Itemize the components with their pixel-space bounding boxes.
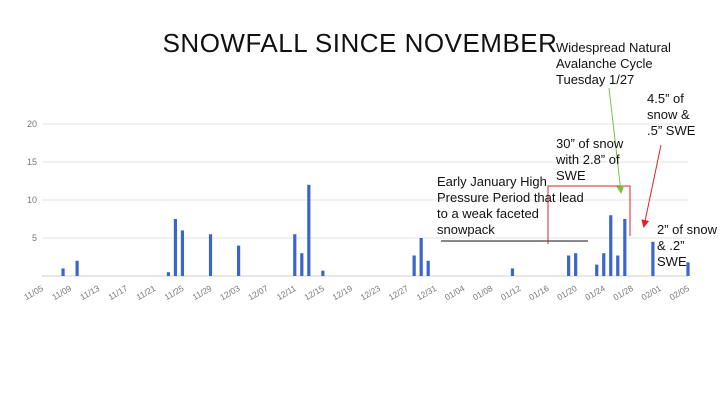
annotation-30-inches: 30” of snow with 2.8” of SWE (556, 136, 624, 183)
bar (686, 262, 690, 276)
x-tick-label: 11/21 (134, 283, 157, 302)
y-tick-label: 15 (27, 157, 37, 167)
x-tick-label: 01/20 (555, 283, 579, 302)
grid-lines (42, 123, 688, 277)
bar (595, 264, 599, 276)
bar (574, 253, 578, 276)
x-tick-label: 01/24 (583, 283, 607, 302)
bar (208, 234, 213, 276)
x-tick-label: 11/13 (78, 283, 101, 302)
bar (623, 219, 627, 276)
x-tick-label: 01/08 (471, 283, 495, 302)
x-tick-label: 11/25 (163, 283, 186, 302)
bar (61, 268, 65, 276)
y-axis-ticks: 20 15 10 5 (27, 119, 37, 243)
bar (567, 255, 571, 276)
x-tick-label: 11/09 (50, 283, 73, 302)
annotation-2-inches: 2” of snow & .2” SWE (657, 222, 717, 269)
annotation-avalanche-cycle: Widespread Natural Avalanche Cycle Tuesd… (556, 40, 671, 87)
x-tick-label: 12/31 (415, 283, 439, 302)
bar (300, 253, 304, 276)
bar (651, 241, 655, 276)
x-tick-label: 11/05 (22, 283, 45, 302)
x-tick-label: 01/28 (611, 283, 635, 302)
x-tick-label: 12/11 (275, 283, 298, 302)
x-tick-label: 01/12 (499, 283, 523, 302)
x-tick-label: 11/17 (106, 283, 129, 302)
y-tick-label: 20 (27, 119, 37, 129)
bar (426, 260, 430, 276)
x-tick-label: 12/03 (218, 283, 242, 302)
annotation-4-5-inches: 4.5” of snow & .5” SWE (647, 91, 696, 138)
y-tick-label: 5 (32, 233, 37, 243)
annotation-early-january: Early January High Pressure Period that … (437, 174, 584, 237)
chart-title: SNOWFALL SINCE NOVEMBER (162, 28, 558, 58)
bar (173, 219, 178, 276)
bar (180, 230, 185, 276)
annotation-marks (441, 87, 662, 244)
x-tick-label: 12/27 (387, 283, 411, 302)
bar (412, 255, 416, 276)
x-tick-label: 02/05 (668, 283, 692, 302)
bar (616, 255, 620, 276)
x-axis-ticks: 11/05 11/09 11/13 11/17 11/21 11/25 11/29 12/03… (22, 283, 691, 302)
snow-4-5-arrow (641, 144, 662, 228)
x-tick-label: 12/07 (246, 283, 270, 302)
bar (602, 253, 606, 276)
bar (510, 268, 515, 276)
bar (237, 245, 241, 276)
bar (75, 260, 79, 276)
x-tick-label: 01/04 (443, 283, 467, 302)
bar (307, 184, 311, 276)
bars (61, 184, 690, 276)
x-tick-label: 12/19 (331, 283, 355, 302)
bar (166, 272, 170, 276)
x-tick-label: 02/01 (639, 283, 663, 302)
x-tick-label: 01/16 (527, 283, 551, 302)
bar (609, 215, 613, 276)
x-tick-label: 11/29 (191, 283, 214, 302)
bar (293, 234, 297, 276)
x-tick-label: 12/23 (359, 283, 383, 302)
storm-bracket (547, 185, 631, 244)
bar (419, 238, 423, 276)
bar (321, 270, 325, 276)
x-tick-label: 12/15 (302, 283, 326, 302)
y-tick-label: 10 (27, 195, 37, 205)
avalanche-arrow (608, 87, 625, 194)
